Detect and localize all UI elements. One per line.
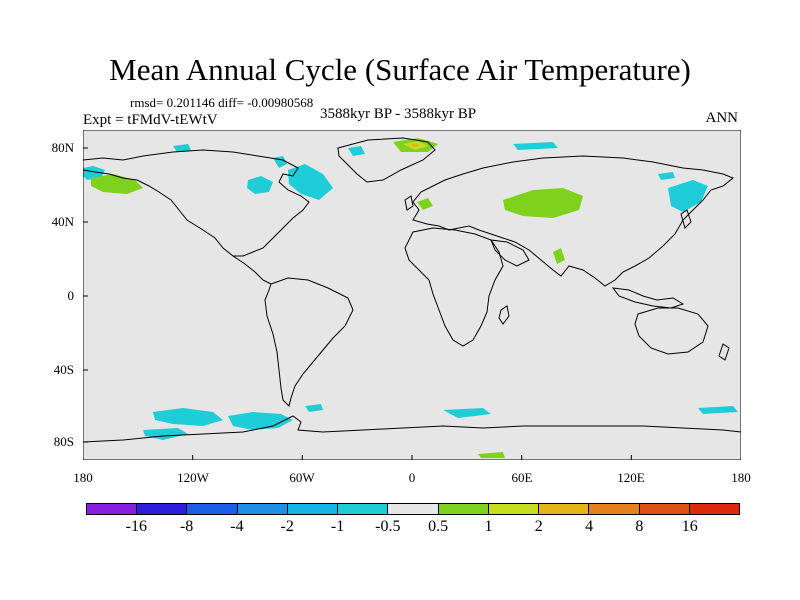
lon-label-120w: 120W [177,470,209,485]
lat-label-80s: 80S [53,434,74,449]
antarctic-cool-patch-2 [228,412,293,430]
colorbar-label: -8 [179,518,194,535]
colorbar-segment [187,504,238,514]
colorbar-segment [287,504,339,514]
cool-anomaly-patches [83,142,738,440]
greenland-sea-cool-patch [348,146,365,156]
antarctic-cool-patch-5 [698,406,738,414]
south-america-coast [264,277,354,407]
siberia-warm-patch [503,188,583,218]
north-pacific-cool-patch [173,144,191,152]
colorbar-label: 1 [484,518,493,535]
colorbar-label: 2 [534,518,543,535]
lat-label-80n: 80N [51,140,74,155]
uk-coast [404,195,414,211]
australia-coast [634,307,709,355]
colorbar-segment [87,504,138,514]
arctic-cool-patch [513,142,558,150]
lat-label-40s: 40S [53,362,74,377]
plot-title: Mean Annual Cycle (Surface Air Temperatu… [109,52,691,87]
kamchatka-cool-patch [668,180,708,212]
madagascar-coast [498,305,510,325]
colorbar-segment [589,504,640,514]
colorbar-label: -16 [125,518,147,535]
greenland-peak-patch [411,143,419,147]
central-america-coast [232,255,272,285]
coastlines [83,137,741,443]
north-america-coast [83,149,310,257]
colorbar-label: -0.5 [375,518,401,535]
arabia-coast [490,239,530,267]
japan-coast [680,209,692,229]
colorbar-label: 0.5 [428,518,449,535]
warm-anomaly-patches [91,138,583,458]
colorbar-segment [539,504,590,514]
south-atlantic-cool-patch [305,404,323,412]
lon-label-180e: 180 [731,470,751,485]
temperature-anomaly-map [83,130,741,460]
colorbar-segment [438,504,489,514]
colorbar-label: 4 [585,518,594,535]
greenland-coast [337,137,436,183]
lon-label-60e: 60E [511,470,533,485]
colorbar-segment [488,504,540,514]
new-zealand-coast [718,343,730,361]
map-background [83,130,741,460]
colorbar-label: -1 [330,518,345,535]
antarctic-cool-patch-1 [153,408,223,426]
colorbar-label: -2 [280,518,294,535]
colorbar-segment [689,504,740,514]
antarctica-coast [83,415,741,443]
colorbar [86,503,740,515]
colorbar-label: 8 [635,518,644,535]
eurasia-coast [412,155,734,287]
period-label: 3588kyr BP - 3588kyr BP [320,106,477,122]
lon-label-180w: 180 [73,470,93,485]
colorbar-segment [639,504,690,514]
lon-label-0: 0 [408,470,416,485]
india-warm-patch [553,248,565,264]
colorbar-label: -4 [230,518,244,535]
africa-coast [404,227,504,347]
bering-cool-patch [658,172,675,180]
strong-warm-patches [403,141,428,150]
antarctic-warm-patch [478,452,505,458]
labrador-cool-patch [288,164,333,200]
colorbar-label: 16 [681,518,698,535]
colorbar-segment [237,504,288,514]
lat-label-40n: 40N [51,214,74,229]
lat-label-0: 0 [67,288,75,303]
europe-warm-patch [417,198,433,210]
season-label: ANN [705,110,739,126]
axis-ticks [83,147,632,460]
experiment-label: Expt = tFMdV-tEWtV [83,112,218,128]
colorbar-segment [137,504,188,514]
stats-text: rmsd= 0.201146 diff= -0.00980568 [130,95,314,110]
indonesia-coast [611,287,685,309]
antarctic-cool-patch-4 [443,408,491,418]
colorbar-segment [388,504,439,514]
hudson-cool-patch [247,176,273,194]
lon-label-60w: 60W [289,470,315,485]
lon-label-120e: 120E [617,470,645,485]
colorbar-segment [338,504,389,514]
